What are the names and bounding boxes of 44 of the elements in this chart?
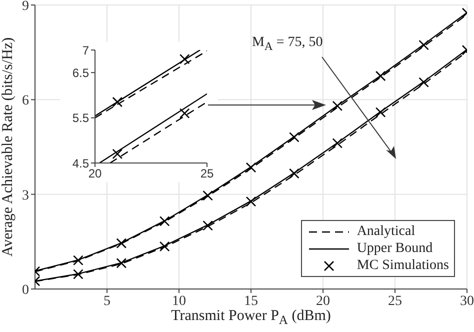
point [418, 40, 429, 50]
point [73, 269, 84, 280]
point [116, 258, 127, 268]
x-tick-label: 5 [104, 294, 110, 309]
point [179, 108, 190, 118]
point [159, 241, 170, 252]
point [112, 148, 123, 160]
y-tick-label: 6.5 [72, 66, 90, 80]
point [112, 96, 123, 108]
point [418, 77, 429, 88]
x-tick-label: 20 [88, 166, 102, 181]
point [116, 238, 127, 248]
x-axis-title: Transmit Power P$_{A}$ (dBm) [170, 308, 332, 328]
point [375, 70, 386, 82]
point [332, 100, 343, 112]
point [246, 162, 256, 173]
point [73, 255, 84, 266]
point [202, 190, 213, 201]
x-tick-label: 20 [316, 294, 330, 309]
point [179, 54, 190, 64]
x-tick-label: 15 [244, 294, 258, 309]
y-tick-label: 6 [22, 94, 29, 109]
y-tick-label: 5.5 [72, 111, 90, 126]
y-tick-label: 3 [22, 188, 29, 204]
x-tick-label: 30 [460, 294, 474, 309]
y-axis-title: Average Achievable Rate (bits/s/Hz) [0, 36, 17, 259]
point [159, 216, 170, 226]
point [332, 138, 343, 148]
legend-label: Upper Bound [356, 240, 433, 256]
point [246, 196, 256, 207]
y-tick-label: 7 [82, 43, 90, 58]
x-tick-label: 10 [172, 294, 186, 309]
annotation: M$_{A}$ = 75, 50 [250, 35, 324, 53]
point [289, 132, 300, 142]
point [202, 220, 213, 231]
y-tick-label: 4.5 [72, 156, 90, 170]
point [375, 107, 386, 118]
x-tick-label: 25 [388, 294, 402, 309]
y-tick-label: 0 [22, 282, 29, 298]
legend-label: MC Simulations [356, 258, 449, 274]
y-tick-label: 9 [22, 0, 29, 14]
point [289, 168, 300, 179]
x-tick-label: 25 [200, 166, 214, 181]
legend-label: Analytical [356, 224, 416, 240]
